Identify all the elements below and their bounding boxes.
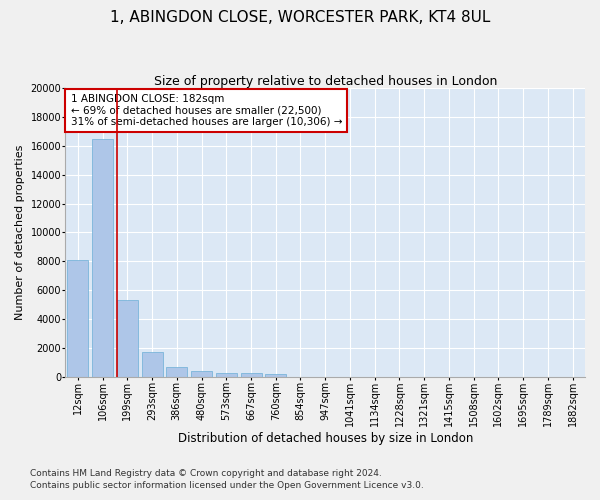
Bar (142, 352, 163, 377)
Text: 1 ABINGDON CLOSE: 182sqm
← 69% of detached houses are smaller (22,500)
31% of se: 1 ABINGDON CLOSE: 182sqm ← 69% of detach… (71, 94, 342, 127)
Bar (92, 138, 113, 377)
Bar (241, 374, 262, 377)
X-axis label: Distribution of detached houses by size in London: Distribution of detached houses by size … (178, 432, 473, 445)
Bar (67, 260, 88, 377)
Bar (191, 372, 212, 377)
Bar (265, 374, 286, 377)
Bar (166, 366, 187, 377)
Bar (216, 372, 237, 377)
Title: Size of property relative to detached houses in London: Size of property relative to detached ho… (154, 75, 497, 88)
Y-axis label: Number of detached properties: Number of detached properties (15, 144, 25, 320)
Bar (117, 300, 138, 377)
Text: 1, ABINGDON CLOSE, WORCESTER PARK, KT4 8UL: 1, ABINGDON CLOSE, WORCESTER PARK, KT4 8… (110, 10, 490, 25)
Text: Contains HM Land Registry data © Crown copyright and database right 2024.
Contai: Contains HM Land Registry data © Crown c… (30, 468, 424, 490)
